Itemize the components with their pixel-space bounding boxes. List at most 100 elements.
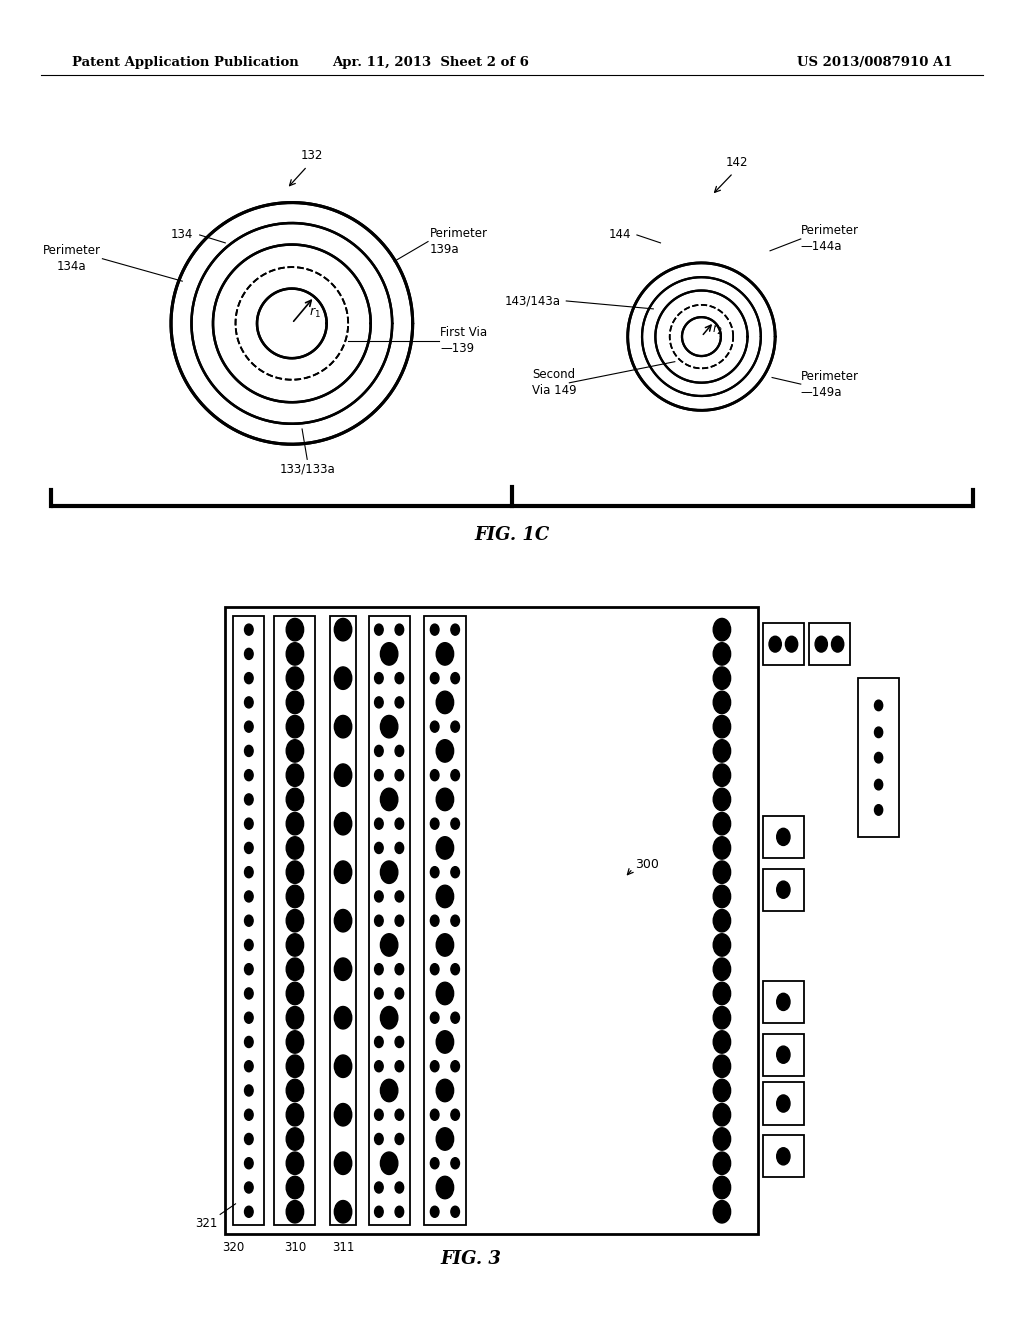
Circle shape [436, 982, 454, 1005]
Circle shape [451, 1012, 460, 1023]
Circle shape [395, 1036, 403, 1048]
Text: 144: 144 [608, 228, 631, 242]
Circle shape [713, 715, 730, 738]
Circle shape [713, 1176, 730, 1199]
Circle shape [381, 788, 397, 810]
Circle shape [245, 1134, 253, 1144]
Circle shape [777, 1045, 791, 1064]
Circle shape [436, 886, 454, 908]
Circle shape [777, 1096, 791, 1111]
Circle shape [713, 1104, 730, 1126]
Bar [763, 981, 804, 1023]
Circle shape [245, 891, 253, 902]
Circle shape [451, 1206, 460, 1217]
Circle shape [815, 636, 827, 652]
Text: $r_1$: $r_1$ [309, 306, 322, 319]
Circle shape [713, 837, 730, 859]
Circle shape [375, 1061, 383, 1072]
Circle shape [287, 667, 304, 689]
Polygon shape [628, 263, 775, 411]
Text: 311: 311 [332, 1241, 354, 1254]
Circle shape [334, 812, 352, 836]
Circle shape [713, 739, 730, 762]
Circle shape [713, 1152, 730, 1175]
Circle shape [381, 643, 397, 665]
Circle shape [245, 1181, 253, 1193]
Circle shape [713, 933, 730, 956]
Bar [330, 616, 356, 1225]
Circle shape [375, 1134, 383, 1144]
Circle shape [334, 909, 352, 932]
Circle shape [713, 1127, 730, 1150]
Circle shape [287, 1031, 304, 1053]
Circle shape [375, 1036, 383, 1048]
Circle shape [395, 673, 403, 684]
Circle shape [395, 697, 403, 708]
Text: 134: 134 [171, 228, 194, 242]
Circle shape [334, 958, 352, 981]
Circle shape [287, 1104, 304, 1126]
Circle shape [430, 1158, 439, 1168]
Circle shape [430, 721, 439, 733]
Polygon shape [642, 277, 761, 396]
Circle shape [287, 933, 304, 956]
Circle shape [395, 1109, 403, 1121]
Circle shape [436, 788, 454, 810]
Circle shape [381, 1006, 397, 1030]
Circle shape [874, 727, 883, 738]
Circle shape [713, 1055, 730, 1077]
Circle shape [287, 1152, 304, 1175]
Polygon shape [191, 223, 392, 424]
Circle shape [381, 715, 397, 738]
Circle shape [713, 692, 730, 714]
Circle shape [785, 636, 798, 652]
Circle shape [769, 636, 781, 652]
Circle shape [375, 746, 383, 756]
Text: First Via: First Via [440, 326, 487, 339]
Text: 320: 320 [222, 1241, 245, 1254]
Circle shape [874, 805, 883, 816]
Circle shape [245, 867, 253, 878]
Bar [763, 623, 804, 665]
Circle shape [395, 624, 403, 635]
Circle shape [436, 1031, 454, 1053]
Circle shape [777, 1147, 791, 1166]
Circle shape [245, 1206, 253, 1217]
Circle shape [430, 624, 439, 635]
Bar [809, 623, 850, 665]
Circle shape [375, 842, 383, 854]
Circle shape [395, 987, 403, 999]
Polygon shape [257, 289, 327, 358]
Text: FIG. 1C: FIG. 1C [474, 525, 550, 544]
Circle shape [436, 643, 454, 665]
Circle shape [436, 692, 454, 714]
Bar [763, 1135, 804, 1177]
Circle shape [436, 933, 454, 956]
Text: 134a: 134a [57, 260, 86, 273]
Circle shape [430, 673, 439, 684]
Circle shape [287, 812, 304, 836]
Circle shape [713, 1031, 730, 1053]
Circle shape [451, 1061, 460, 1072]
Circle shape [436, 1176, 454, 1199]
Circle shape [395, 1061, 403, 1072]
Text: Patent Application Publication: Patent Application Publication [72, 55, 298, 69]
Circle shape [245, 793, 253, 805]
Circle shape [287, 861, 304, 883]
Circle shape [381, 933, 397, 956]
Circle shape [334, 764, 352, 787]
Circle shape [381, 1080, 397, 1102]
Bar [424, 616, 466, 1225]
Circle shape [245, 1012, 253, 1023]
Circle shape [713, 1006, 730, 1030]
Circle shape [245, 842, 253, 854]
Circle shape [713, 861, 730, 883]
Circle shape [451, 964, 460, 974]
Circle shape [395, 746, 403, 756]
Circle shape [245, 1109, 253, 1121]
Circle shape [375, 1206, 383, 1217]
Bar [225, 607, 758, 1234]
Circle shape [430, 1061, 439, 1072]
Circle shape [713, 788, 730, 810]
Circle shape [334, 715, 352, 738]
